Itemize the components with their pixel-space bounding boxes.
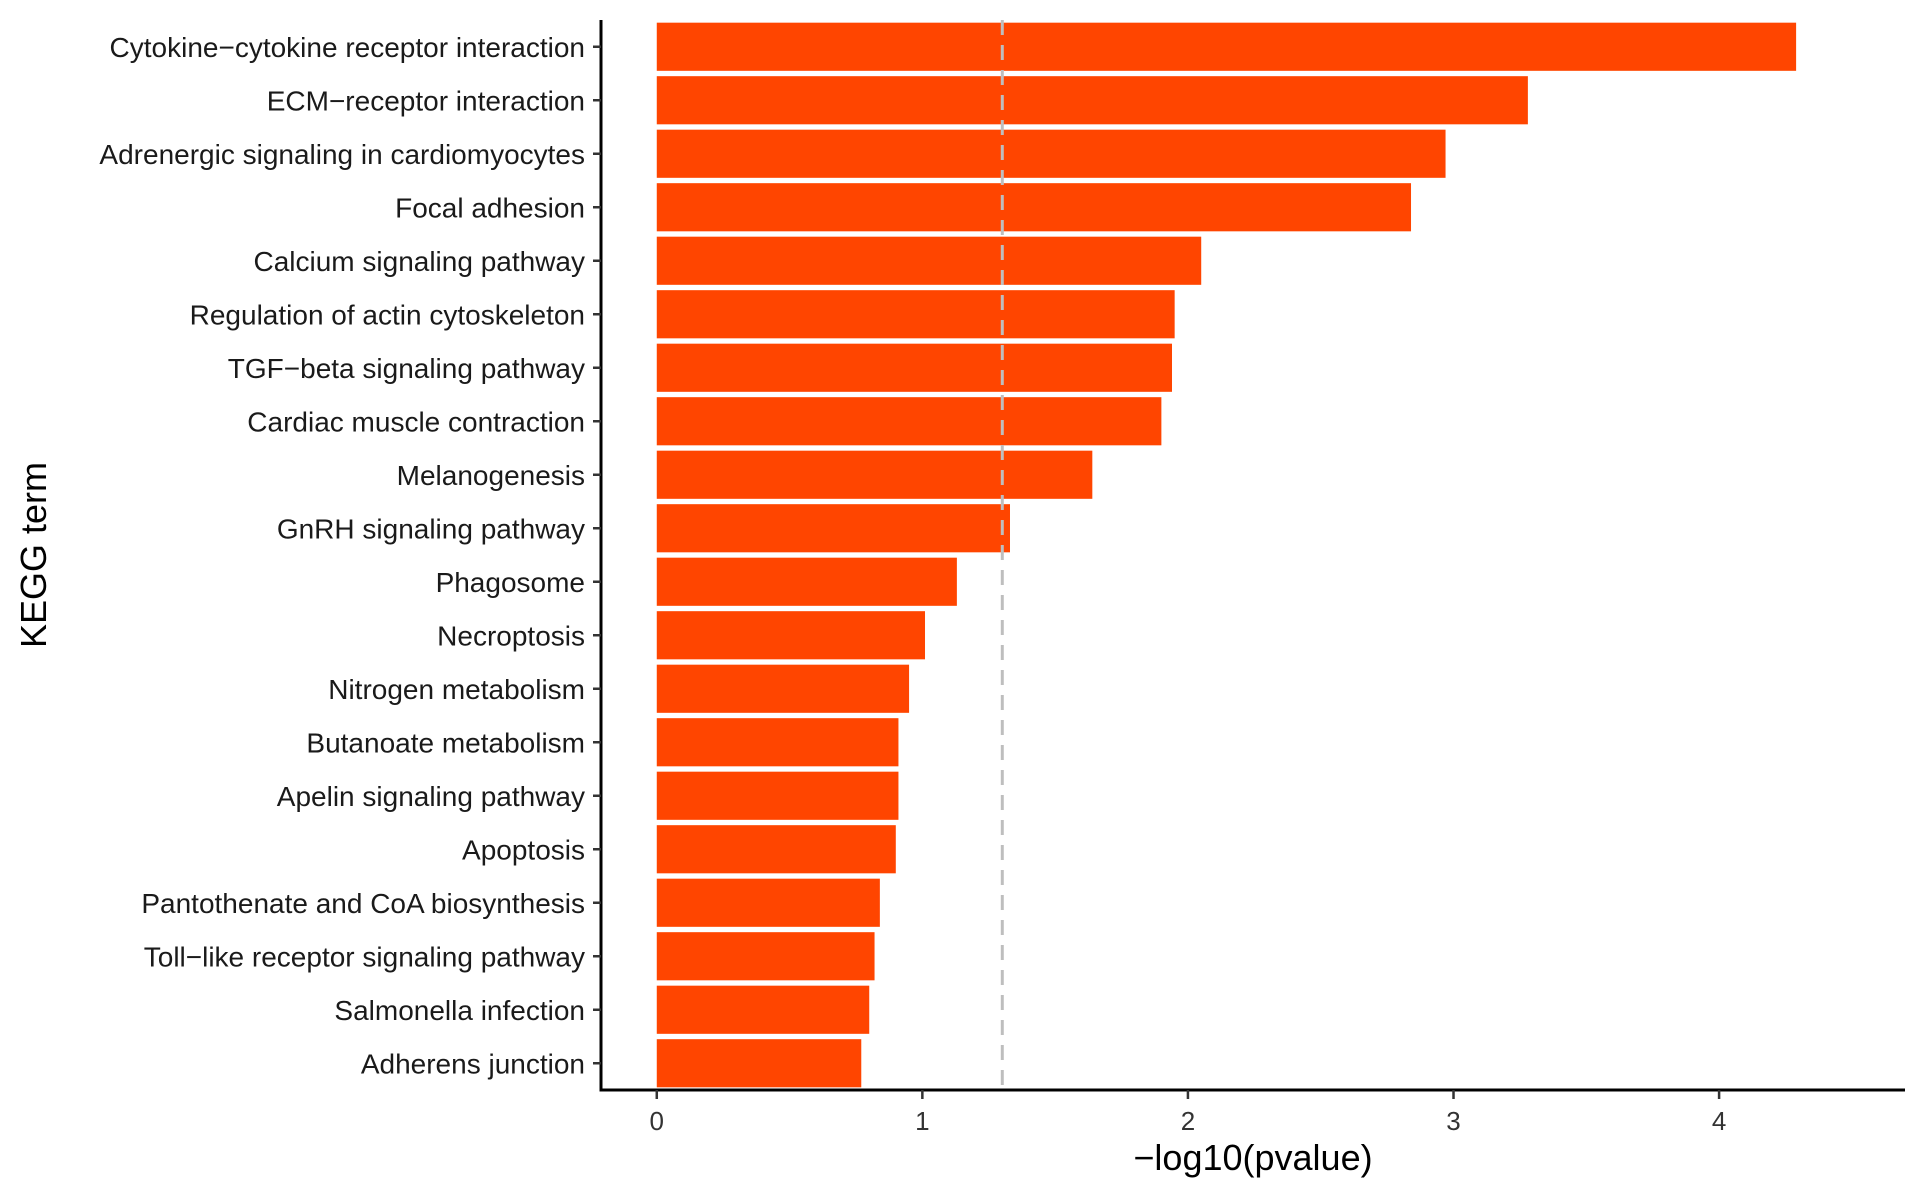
y-tick-label: ECM−receptor interaction — [267, 85, 585, 116]
bar — [656, 557, 957, 606]
y-tick-label: Adrenergic signaling in cardiomyocytes — [99, 139, 585, 170]
y-tick-label: Apoptosis — [462, 834, 585, 865]
bar — [656, 397, 1162, 446]
y-axis-ticks: Cytokine−cytokine receptor interaction EC… — [99, 32, 601, 1079]
bar — [656, 611, 926, 660]
y-tick-label: Apelin signaling pathway — [277, 781, 585, 812]
x-tick-label: 0 — [650, 1106, 664, 1136]
y-tick-label: Melanogenesis — [397, 460, 585, 491]
x-tick-label: 1 — [915, 1106, 929, 1136]
bars-group — [656, 22, 1797, 1088]
bar — [656, 343, 1172, 392]
bar — [656, 129, 1446, 178]
y-tick-label: Butanoate metabolism — [306, 727, 585, 758]
y-tick-label: Regulation of actin cytoskeleton — [190, 299, 585, 330]
bar — [656, 183, 1412, 232]
bar — [656, 290, 1175, 339]
y-tick-label: GnRH signaling pathway — [277, 513, 585, 544]
y-axis-title: KEGG term — [13, 462, 54, 648]
x-tick-label: 3 — [1446, 1106, 1460, 1136]
y-tick-label: Toll−like receptor signaling pathway — [144, 941, 585, 972]
y-tick-label: Salmonella infection — [334, 995, 585, 1026]
y-tick-label: Calcium signaling pathway — [253, 246, 585, 277]
bar — [656, 718, 899, 767]
y-tick-label: Cardiac muscle contraction — [247, 406, 585, 437]
y-tick-label: Phagosome — [436, 567, 585, 598]
x-tick-label: 2 — [1181, 1106, 1195, 1136]
bar — [656, 504, 1010, 553]
y-tick-label: TGF−beta signaling pathway — [228, 353, 585, 384]
bar — [656, 932, 875, 981]
y-tick-label: Nitrogen metabolism — [328, 674, 585, 705]
x-tick-label: 4 — [1712, 1106, 1726, 1136]
bar — [656, 22, 1797, 71]
bar — [656, 985, 870, 1034]
y-tick-label: Necroptosis — [437, 620, 585, 651]
y-tick-label: Focal adhesion — [395, 192, 585, 223]
y-tick-label: Cytokine−cytokine receptor interaction — [110, 32, 585, 63]
bar — [656, 771, 899, 820]
y-tick-label: Adherens junction — [361, 1048, 585, 1079]
bar — [656, 664, 910, 713]
bar — [656, 450, 1093, 499]
bar — [656, 76, 1528, 125]
x-axis-ticks: 0 1 2 3 4 — [650, 1090, 1726, 1136]
bar — [656, 878, 880, 927]
bar — [656, 236, 1202, 285]
bar — [656, 825, 896, 874]
bar — [656, 1039, 862, 1088]
y-tick-label: Pantothenate and CoA biosynthesis — [141, 888, 585, 919]
x-axis-title: −log10(pvalue) — [1133, 1137, 1372, 1178]
